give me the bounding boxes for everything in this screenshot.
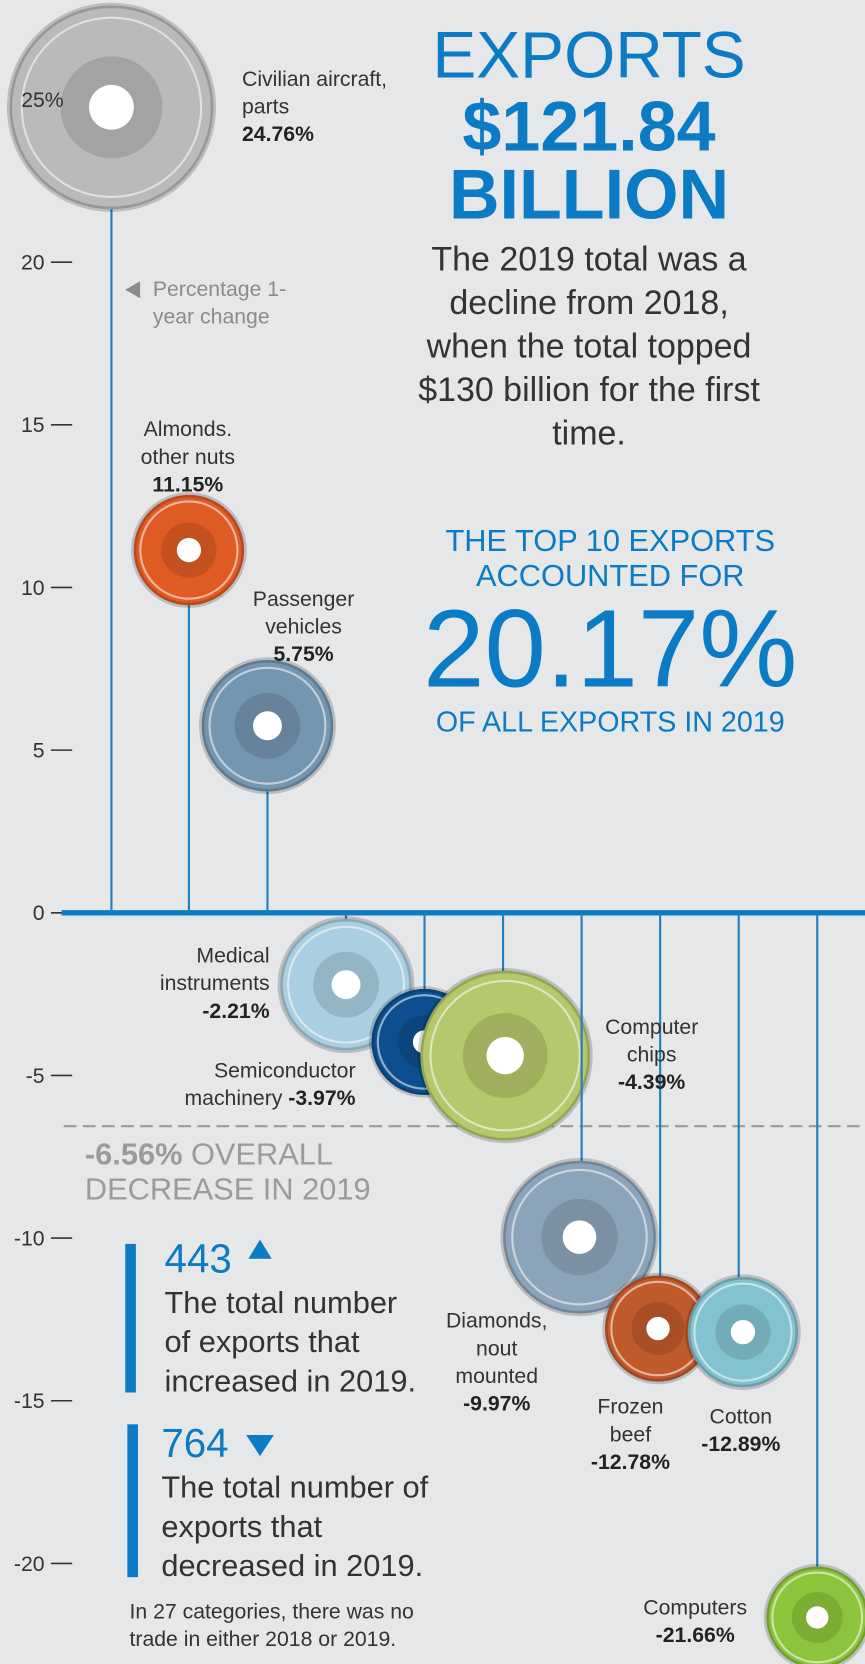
bubble-icon bbox=[730, 1319, 756, 1345]
value-label: -4.39% bbox=[618, 1070, 686, 1095]
category-label: Almonds. other nuts 11.15% bbox=[119, 416, 257, 499]
category-name: Almonds. other nuts bbox=[140, 418, 236, 470]
y-tick-label: -5 bbox=[26, 1065, 45, 1088]
increased-count: 443 bbox=[164, 1237, 232, 1283]
footnote: In 27 categories, there was no trade in … bbox=[129, 1600, 414, 1652]
stat-bar bbox=[125, 1243, 136, 1393]
bubble-ring bbox=[287, 925, 405, 1044]
increased-text: The total number of exports that increas… bbox=[164, 1286, 417, 1399]
value-label: -2.21% bbox=[202, 999, 270, 1024]
value-label: -3.97% bbox=[288, 1086, 356, 1111]
category-name: Semiconductor machinery bbox=[184, 1059, 356, 1111]
bubble-ring bbox=[693, 1282, 793, 1382]
category-label: Frozen beef -12.78% bbox=[582, 1394, 680, 1477]
decreased-text: The total number of exports that decreas… bbox=[161, 1471, 429, 1584]
value-label: 5.75% bbox=[273, 643, 334, 667]
category-name: Medical instruments bbox=[159, 944, 270, 996]
category-label: Diamonds, nout mounted -9.97% bbox=[446, 1308, 548, 1418]
bubble-icon bbox=[252, 711, 282, 741]
overall: -6.56% OVERALL DECREASE IN 2019 bbox=[85, 1138, 403, 1208]
category-name: Cotton bbox=[709, 1405, 773, 1429]
y-tick-label: -10 bbox=[14, 1228, 45, 1251]
category-name: Computer chips bbox=[605, 1015, 699, 1067]
overall-value: -6.56% bbox=[84, 1137, 183, 1172]
y-tick-label: -15 bbox=[14, 1390, 45, 1413]
legend-arrow bbox=[125, 281, 141, 299]
y-tick-label: -20 bbox=[14, 1553, 45, 1576]
bubble-icon bbox=[806, 1606, 829, 1629]
category-name: Frozen beef bbox=[597, 1395, 664, 1447]
top10-outro: OF ALL EXPORTS IN 2019 bbox=[435, 705, 785, 738]
bubble-ring bbox=[511, 1168, 648, 1306]
y-tick-label: 25% bbox=[21, 89, 64, 112]
value-label: -9.97% bbox=[463, 1392, 531, 1416]
bubble-icon bbox=[646, 1316, 670, 1341]
y-tick-label: 5 bbox=[33, 740, 45, 763]
y-tick-label: 0 bbox=[33, 902, 45, 925]
bubble-icon bbox=[89, 84, 134, 130]
title: EXPORTS bbox=[432, 19, 746, 93]
category-label: Medical instruments -2.21% bbox=[121, 942, 270, 1025]
top10-share: 20.17% bbox=[423, 587, 798, 712]
bubble-icon bbox=[176, 537, 202, 563]
y-tick-label: 20 bbox=[21, 252, 45, 275]
bubble-icon bbox=[562, 1220, 597, 1254]
bubble-ring bbox=[139, 500, 239, 600]
stat-bar bbox=[127, 1424, 138, 1578]
category-name: Diamonds, nout mounted bbox=[445, 1309, 548, 1389]
category-label: Cotton -12.89% bbox=[690, 1403, 792, 1458]
y-tick-label: 10 bbox=[21, 577, 45, 600]
up-triangle bbox=[248, 1239, 272, 1259]
bubble-ring bbox=[771, 1571, 864, 1664]
category-label: Computers -21.66% bbox=[621, 1594, 770, 1649]
total-unit: BILLION bbox=[448, 154, 730, 234]
y-tick-label: 15 bbox=[21, 414, 45, 437]
value-label: -21.66% bbox=[655, 1623, 735, 1648]
total: $121.84 bbox=[462, 87, 716, 166]
bubble-ring bbox=[429, 979, 581, 1132]
value-label: -12.89% bbox=[701, 1432, 781, 1457]
legend-text: Percentage 1-year change bbox=[152, 278, 287, 330]
bubble-icon bbox=[331, 970, 361, 1000]
overall-text: OVERALL DECREASE IN 2019 bbox=[84, 1137, 371, 1207]
down-triangle bbox=[246, 1434, 274, 1457]
bubble-ring bbox=[20, 16, 203, 199]
category-name: Computers bbox=[643, 1596, 748, 1620]
bubble-ring bbox=[208, 666, 327, 785]
value-label: -12.78% bbox=[590, 1450, 670, 1475]
category-label: Passenger vehicles 5.75% bbox=[229, 586, 378, 669]
category-label: Civilian aircraft, parts 24.76% bbox=[242, 66, 401, 149]
category-label: Computer chips -4.39% bbox=[590, 1014, 713, 1097]
top10-intro: THE TOP 10 EXPORTS ACCOUNTED FOR bbox=[445, 524, 776, 594]
value-label: 24.76% bbox=[241, 123, 314, 147]
category-name: Civilian aircraft, parts bbox=[241, 67, 388, 119]
decreased-count: 764 bbox=[161, 1422, 229, 1467]
bubble-icon bbox=[486, 1036, 524, 1075]
description: The 2019 total was a decline from 2018, … bbox=[418, 239, 760, 453]
category-name: Passenger vehicles bbox=[252, 587, 355, 639]
category-label: Semiconductor machinery -3.97% bbox=[149, 1057, 356, 1112]
value-label: 11.15% bbox=[152, 473, 224, 497]
